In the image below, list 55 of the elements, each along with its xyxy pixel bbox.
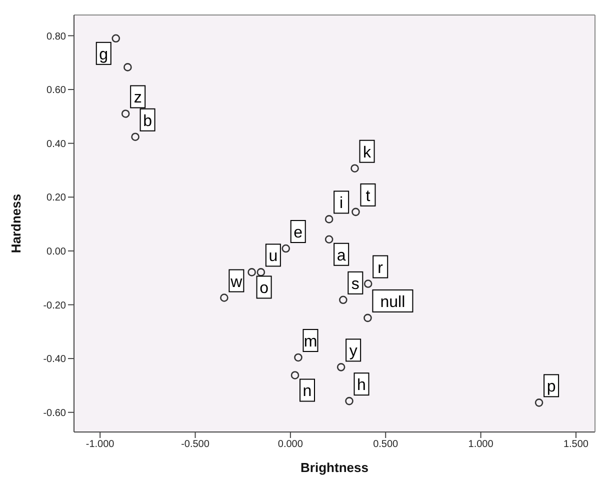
data-label: y bbox=[349, 343, 358, 360]
data-label: r bbox=[378, 260, 384, 277]
point bbox=[336, 363, 346, 372]
point bbox=[248, 268, 256, 276]
x-tick-label: -0.500 bbox=[181, 439, 210, 450]
data-label: t bbox=[366, 188, 371, 205]
data-label: a bbox=[336, 247, 346, 264]
data-label: g bbox=[99, 46, 108, 64]
data-label: m bbox=[304, 333, 318, 350]
data-label: s bbox=[351, 276, 360, 293]
point bbox=[364, 280, 372, 288]
x-tick-label: 1.500 bbox=[563, 439, 589, 450]
data-label: null bbox=[380, 294, 406, 311]
point bbox=[131, 132, 140, 142]
x-tick-label: 0.500 bbox=[373, 439, 399, 450]
data-label: o bbox=[260, 280, 269, 298]
y-tick-label: -0.40 bbox=[43, 354, 66, 366]
data-label: u bbox=[268, 248, 278, 266]
point bbox=[290, 371, 300, 380]
point bbox=[324, 235, 334, 244]
data-label: b bbox=[143, 112, 152, 130]
point bbox=[282, 244, 290, 253]
data-label: n bbox=[302, 383, 312, 400]
y-tick-label: 0.60 bbox=[46, 85, 66, 96]
x-axis-title: Brightness bbox=[300, 460, 368, 475]
point bbox=[339, 296, 348, 304]
y-tick-label: -0.60 bbox=[43, 408, 66, 419]
y-tick-label: 0.00 bbox=[46, 246, 66, 258]
point bbox=[294, 353, 302, 362]
point bbox=[324, 215, 334, 224]
point bbox=[121, 110, 130, 118]
y-tick-label: 0.40 bbox=[46, 138, 66, 150]
data-label: w bbox=[230, 274, 243, 291]
point bbox=[534, 398, 544, 407]
data-label: h bbox=[357, 377, 366, 394]
x-tick-label: -1.000 bbox=[86, 439, 115, 450]
point bbox=[345, 396, 354, 406]
point bbox=[220, 294, 228, 302]
point bbox=[256, 268, 266, 276]
y-tick-label: -0.20 bbox=[43, 300, 66, 312]
x-tick-label: 1.000 bbox=[468, 439, 494, 450]
data-label: z bbox=[134, 90, 142, 107]
point bbox=[350, 164, 359, 172]
data-label: k bbox=[363, 144, 372, 162]
data-label: p bbox=[546, 378, 556, 396]
y-tick-label: 0.20 bbox=[46, 192, 66, 204]
data-label: i bbox=[340, 195, 344, 212]
y-axis-title: Hardness bbox=[8, 194, 24, 254]
point bbox=[352, 208, 360, 216]
point bbox=[112, 34, 120, 43]
point bbox=[364, 314, 372, 322]
data-label: e bbox=[294, 224, 303, 242]
x-tick-label: 0.000 bbox=[278, 439, 304, 450]
y-tick-label: 0.80 bbox=[46, 31, 66, 42]
point bbox=[124, 63, 132, 72]
